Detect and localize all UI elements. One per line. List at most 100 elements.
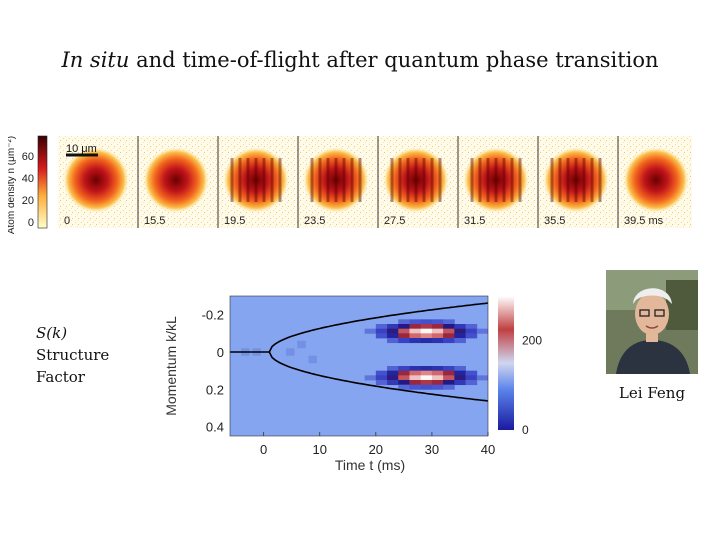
- heatmap-cell: [387, 333, 399, 339]
- heatmap-cell: [387, 328, 399, 334]
- heatmap-cell: [409, 380, 422, 386]
- density-stripe: [262, 158, 266, 202]
- density-stripe: [574, 158, 578, 202]
- colorbar-tick: 20: [22, 195, 34, 207]
- heatmap-cell: [387, 380, 399, 386]
- atom-cloud: [63, 147, 129, 213]
- heatmap-cell: [398, 328, 410, 334]
- heatmap-cell: [387, 370, 399, 376]
- heatmap-cell: [409, 328, 422, 334]
- y-tick-label: 0.4: [206, 420, 224, 435]
- heatmap-cell: [375, 333, 388, 339]
- heatmap-cell: [409, 375, 422, 381]
- heatmap-cell: [409, 370, 422, 376]
- density-stripe: [590, 158, 594, 202]
- heatmap-cell: [443, 375, 455, 381]
- y-tick-label: 0: [217, 345, 224, 360]
- heatmap-cell: [387, 324, 399, 330]
- heatmap-frame: [229, 295, 489, 437]
- colorbar-label: Atom density n (μm⁻²): [8, 136, 17, 234]
- x-tick-label: 40: [481, 442, 495, 457]
- heatmap-cell: [443, 319, 455, 325]
- heatmap-cell: [375, 375, 388, 381]
- heatmap-cell: [420, 338, 433, 344]
- heatmap-cell: [420, 328, 433, 334]
- density-frame: 27.5: [377, 136, 458, 228]
- person-name: Lei Feng: [618, 384, 686, 402]
- density-stripe: [510, 158, 514, 202]
- heatmap-cell: [454, 338, 466, 344]
- heatmap-cell: [420, 375, 433, 381]
- heatmap-cell: [409, 333, 422, 339]
- heatmap-cell: [431, 319, 444, 325]
- heatmap-cell: [454, 370, 466, 376]
- heatmap-cell: [409, 366, 422, 372]
- x-tick-label: 20: [369, 442, 383, 457]
- title-rest: and time-of-flight after quantum phase t…: [129, 48, 659, 72]
- density-stripe: [318, 158, 322, 202]
- heatmap-cell: [443, 380, 455, 386]
- heatmap-cell: [364, 328, 377, 334]
- density-stripe: [270, 158, 274, 202]
- density-stripe: [518, 158, 522, 202]
- heatmap-cell: [454, 333, 466, 339]
- frame-time-label: 39.5 ms: [624, 215, 664, 227]
- density-stripe: [358, 158, 362, 202]
- y-tick-label: -0.2: [202, 308, 224, 323]
- heatmap-cell: [431, 324, 444, 330]
- heatmap-cell: [375, 324, 388, 330]
- heatmap-cell: [454, 324, 466, 330]
- density-stripe: [406, 158, 410, 202]
- heatmap-cell: [443, 370, 455, 376]
- boundary-curve: [268, 351, 488, 402]
- frame-time-label: 23.5: [304, 215, 325, 227]
- frame-time-label: 31.5: [464, 215, 485, 227]
- frame-time-label: 27.5: [384, 215, 405, 227]
- density-stripe: [502, 158, 506, 202]
- x-axis-label: Time t (ms): [335, 457, 405, 473]
- density-stripe: [326, 158, 330, 202]
- heatmap-cell: [476, 375, 488, 381]
- atom-cloud: [303, 147, 369, 213]
- atom-cloud: [623, 147, 689, 213]
- heatmap-cell: [398, 338, 410, 344]
- density-stripe: [558, 158, 562, 202]
- x-tick-label: 0: [260, 442, 267, 457]
- density-stripe: [254, 158, 258, 202]
- frame-time-label: 19.5: [224, 215, 245, 227]
- density-frame: 19.5: [217, 136, 298, 228]
- heatmap-cell: [398, 380, 410, 386]
- density-stripe: [550, 158, 554, 202]
- density-frame: 35.5: [537, 136, 618, 228]
- structure-factor-line1: Structure: [36, 346, 110, 364]
- heatmap-cell: [375, 370, 388, 376]
- heatmap-cell: [364, 375, 377, 381]
- atom-cloud: [383, 147, 449, 213]
- heatmap-cell: [431, 370, 444, 376]
- heatmap-cell: [465, 375, 478, 381]
- structure-factor-label: S(k) Structure Factor: [36, 322, 109, 388]
- heatmap-cell: [454, 375, 466, 381]
- density-stripe: [494, 158, 498, 202]
- heatmap-cell: [454, 366, 466, 372]
- heatmap-cell: [286, 348, 295, 356]
- heatmap-cell: [443, 324, 455, 330]
- density-stripe: [582, 158, 586, 202]
- structure-factor-line2: Factor: [36, 368, 85, 386]
- heatmap-cell: [398, 319, 410, 325]
- colorbar-tick: 40: [22, 173, 34, 185]
- heatmap-cell: [398, 370, 410, 376]
- y-axis-label: Momentum k/kL: [163, 316, 179, 416]
- heatmap-cell: [398, 333, 410, 339]
- boundary-curve: [268, 302, 488, 353]
- colorbar-tick: 0: [28, 217, 34, 229]
- heatmap-cell: [398, 324, 410, 330]
- heatmap-cell: [443, 328, 455, 334]
- density-frame: 23.5: [297, 136, 378, 228]
- heatmap-cell: [465, 333, 478, 339]
- density-stripe: [478, 158, 482, 202]
- density-stripe: [414, 158, 418, 202]
- density-frame: 0: [58, 136, 138, 228]
- density-stripe: [342, 158, 346, 202]
- heatmap-cell: [387, 366, 399, 372]
